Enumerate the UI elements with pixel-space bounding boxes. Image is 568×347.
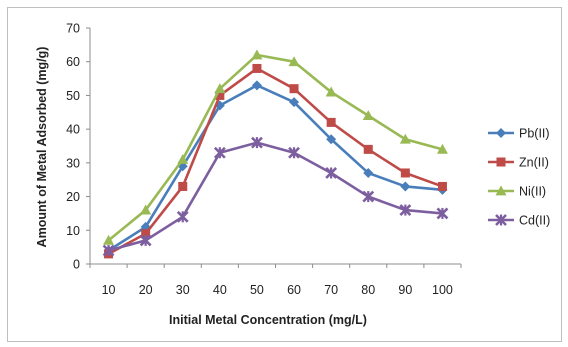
data-point bbox=[103, 234, 115, 245]
legend-marker bbox=[496, 128, 506, 138]
y-tick-label: 40 bbox=[66, 123, 80, 137]
y-tick-label: 20 bbox=[66, 190, 80, 204]
data-point bbox=[326, 117, 336, 127]
data-point bbox=[214, 83, 226, 94]
data-point bbox=[141, 229, 151, 239]
legend-marker bbox=[495, 185, 507, 196]
x-tick-label: 80 bbox=[361, 283, 375, 297]
x-axis-title: Initial Metal Concentration (mg/L) bbox=[169, 313, 367, 327]
x-tick-labels: 10 20 30 40 50 60 70 80 90 100 bbox=[102, 283, 453, 297]
data-point bbox=[139, 234, 152, 247]
legend-label: Pb(II) bbox=[519, 127, 550, 141]
series-line bbox=[107, 67, 443, 256]
legend: Pb(II) Zn(II) Ni(II) Cd(II) bbox=[488, 127, 550, 228]
data-point bbox=[213, 146, 226, 159]
legend-item: Cd(II) bbox=[488, 214, 550, 228]
legend-label: Zn(II) bbox=[519, 156, 549, 170]
legend-marker bbox=[495, 214, 507, 226]
x-tick-label: 70 bbox=[324, 283, 338, 297]
chart-frame bbox=[7, 7, 562, 342]
data-point bbox=[288, 146, 300, 159]
x-tick-label: 100 bbox=[432, 283, 453, 297]
x-tick-label: 60 bbox=[287, 283, 301, 297]
legend-marker bbox=[496, 157, 506, 167]
x-tick-label: 50 bbox=[250, 283, 264, 297]
data-point bbox=[363, 144, 373, 154]
data-point bbox=[176, 210, 189, 223]
y-axis-title: Amount of Metal Adsorbed (mg/g) bbox=[35, 47, 49, 248]
series-Ni(II) bbox=[103, 49, 448, 245]
data-point bbox=[288, 56, 300, 67]
x-tick-label: 30 bbox=[176, 283, 190, 297]
y-tick-label: 60 bbox=[66, 55, 80, 69]
data-point bbox=[289, 97, 300, 108]
series-line bbox=[107, 84, 443, 252]
y-tick-label: 30 bbox=[66, 156, 80, 170]
data-point bbox=[325, 86, 337, 97]
data-point bbox=[252, 63, 262, 73]
legend-label: Ni(II) bbox=[519, 185, 546, 199]
y-tick-label: 70 bbox=[66, 22, 80, 36]
series-Zn(II) bbox=[104, 63, 447, 259]
y-axis-title-group: Amount of Metal Adsorbed (mg/g) bbox=[35, 47, 49, 248]
y-tick-label: 0 bbox=[73, 258, 80, 272]
series-line bbox=[107, 53, 443, 242]
data-point bbox=[251, 136, 263, 149]
x-tick-label: 90 bbox=[398, 283, 412, 297]
series-Cd(II) bbox=[102, 136, 449, 257]
data-point bbox=[399, 204, 412, 216]
x-tick-label: 40 bbox=[213, 283, 227, 297]
data-point bbox=[325, 167, 338, 179]
data-point bbox=[251, 80, 262, 91]
data-point bbox=[363, 167, 374, 178]
series-line bbox=[108, 141, 443, 252]
data-point bbox=[400, 181, 411, 192]
legend-item: Pb(II) bbox=[488, 127, 550, 141]
x-tick-label: 10 bbox=[102, 283, 116, 297]
data-point bbox=[436, 143, 448, 154]
legend-label: Cd(II) bbox=[519, 214, 550, 228]
data-point bbox=[289, 84, 299, 94]
data-point bbox=[400, 168, 410, 178]
data-point bbox=[399, 133, 411, 144]
series-layer bbox=[102, 49, 449, 259]
data-point bbox=[177, 153, 189, 164]
y-tick-labels: 0 10 20 30 40 50 60 70 bbox=[66, 22, 80, 272]
y-tick-label: 10 bbox=[66, 224, 80, 238]
y-tick-label: 50 bbox=[66, 89, 80, 103]
data-point bbox=[362, 110, 374, 121]
legend-item: Ni(II) bbox=[488, 185, 546, 199]
data-point bbox=[140, 204, 152, 215]
data-point bbox=[102, 244, 115, 257]
axes bbox=[86, 27, 462, 268]
data-point bbox=[215, 90, 225, 100]
data-point bbox=[178, 181, 188, 191]
data-point bbox=[251, 49, 263, 60]
data-point bbox=[326, 134, 337, 145]
data-point bbox=[437, 181, 447, 191]
x-tick-label: 20 bbox=[139, 283, 153, 297]
data-point bbox=[436, 207, 449, 220]
legend-item: Zn(II) bbox=[488, 156, 549, 170]
data-point bbox=[362, 190, 375, 203]
